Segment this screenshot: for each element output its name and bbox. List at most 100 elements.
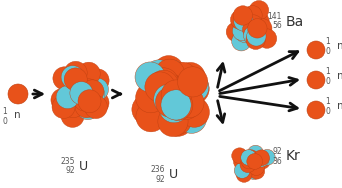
Circle shape — [226, 22, 246, 42]
Circle shape — [58, 96, 81, 119]
Circle shape — [240, 157, 256, 173]
Circle shape — [231, 10, 250, 30]
Circle shape — [72, 86, 95, 109]
Text: 0: 0 — [2, 117, 8, 126]
Circle shape — [241, 150, 256, 165]
Circle shape — [161, 80, 191, 110]
Circle shape — [245, 157, 261, 173]
Circle shape — [179, 74, 209, 104]
Circle shape — [243, 6, 262, 25]
Circle shape — [135, 83, 166, 113]
Circle shape — [142, 71, 172, 102]
Circle shape — [161, 90, 191, 120]
Circle shape — [243, 152, 259, 167]
Circle shape — [61, 91, 84, 114]
Circle shape — [252, 19, 272, 38]
Circle shape — [242, 20, 262, 39]
Circle shape — [237, 27, 257, 46]
Circle shape — [307, 101, 325, 119]
Circle shape — [156, 87, 186, 117]
Circle shape — [70, 83, 94, 106]
Circle shape — [71, 80, 95, 104]
Circle shape — [179, 97, 209, 127]
Circle shape — [51, 89, 74, 111]
Circle shape — [307, 71, 325, 89]
Circle shape — [154, 74, 184, 104]
Circle shape — [253, 150, 269, 166]
Circle shape — [86, 78, 108, 101]
Circle shape — [246, 155, 262, 171]
Circle shape — [155, 59, 185, 89]
Circle shape — [150, 72, 180, 103]
Circle shape — [177, 67, 208, 97]
Circle shape — [86, 91, 109, 114]
Circle shape — [148, 70, 179, 100]
Circle shape — [248, 19, 267, 38]
Text: 1: 1 — [326, 37, 330, 46]
Circle shape — [159, 92, 189, 123]
Circle shape — [59, 67, 82, 90]
Circle shape — [152, 81, 182, 111]
Circle shape — [161, 98, 192, 128]
Circle shape — [154, 56, 184, 86]
Circle shape — [136, 102, 166, 132]
Circle shape — [170, 89, 200, 120]
Circle shape — [163, 90, 193, 120]
Circle shape — [155, 74, 185, 104]
Circle shape — [248, 145, 263, 161]
Circle shape — [234, 154, 249, 170]
Circle shape — [240, 23, 260, 43]
Circle shape — [243, 150, 259, 166]
Circle shape — [246, 27, 266, 46]
Circle shape — [69, 81, 92, 104]
Circle shape — [157, 77, 187, 107]
Circle shape — [235, 25, 254, 44]
Circle shape — [156, 60, 186, 90]
Circle shape — [77, 62, 100, 85]
Circle shape — [84, 96, 107, 119]
Circle shape — [247, 154, 263, 169]
Text: 0: 0 — [326, 108, 330, 117]
Text: n: n — [337, 71, 342, 81]
Circle shape — [162, 106, 193, 136]
Circle shape — [253, 151, 269, 167]
Circle shape — [8, 84, 28, 104]
Circle shape — [157, 80, 187, 110]
Circle shape — [160, 77, 190, 107]
Circle shape — [148, 98, 178, 128]
Circle shape — [132, 94, 162, 125]
Circle shape — [158, 106, 188, 137]
Circle shape — [67, 83, 90, 106]
Circle shape — [157, 70, 188, 101]
Circle shape — [86, 69, 109, 92]
Circle shape — [148, 68, 179, 98]
Circle shape — [145, 67, 175, 97]
Circle shape — [152, 99, 182, 129]
Circle shape — [77, 64, 100, 88]
Text: 236: 236 — [150, 165, 165, 174]
Circle shape — [76, 97, 100, 120]
Circle shape — [145, 72, 175, 102]
Circle shape — [250, 12, 269, 31]
Circle shape — [61, 104, 84, 127]
Circle shape — [249, 163, 265, 179]
Circle shape — [161, 78, 191, 108]
Circle shape — [141, 75, 171, 105]
Circle shape — [156, 92, 186, 122]
Text: 141: 141 — [268, 12, 282, 21]
Circle shape — [179, 72, 209, 102]
Circle shape — [244, 21, 263, 40]
Circle shape — [65, 82, 88, 105]
Circle shape — [176, 103, 207, 133]
Circle shape — [62, 95, 85, 118]
Circle shape — [234, 12, 253, 31]
Circle shape — [60, 79, 83, 102]
Circle shape — [70, 82, 93, 105]
Circle shape — [82, 83, 105, 106]
Circle shape — [249, 1, 269, 20]
Circle shape — [56, 86, 79, 109]
Text: 235: 235 — [61, 157, 75, 166]
Text: U: U — [169, 168, 178, 181]
Circle shape — [232, 21, 252, 41]
Circle shape — [159, 95, 189, 125]
